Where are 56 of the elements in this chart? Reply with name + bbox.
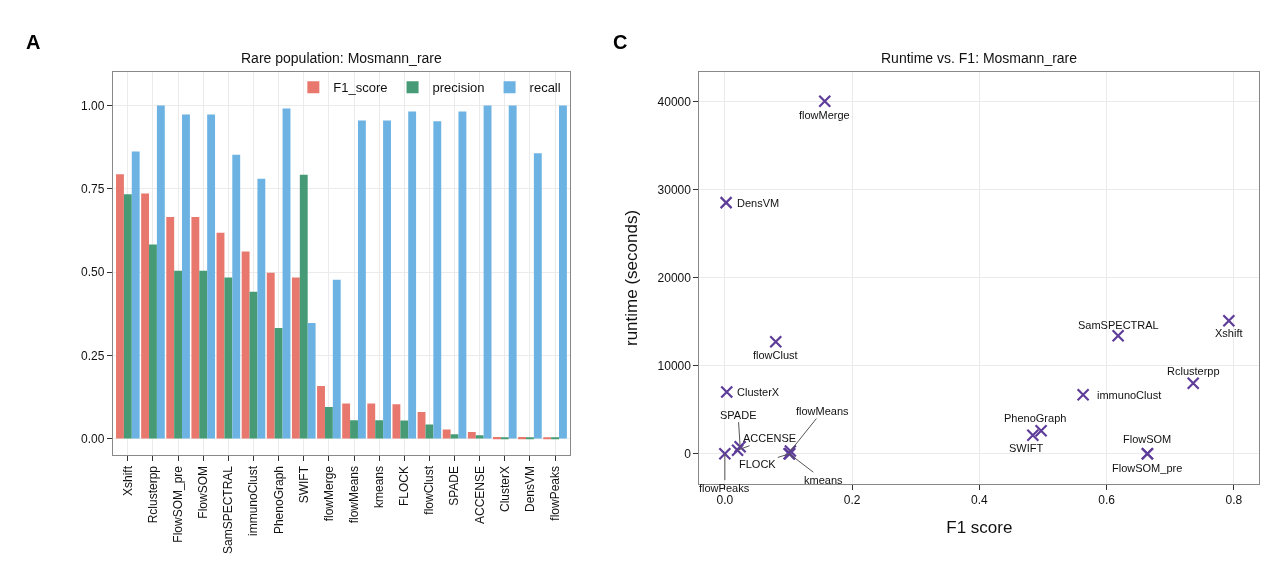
annotation: flowClust [753, 349, 798, 361]
y-tick-label: 0.75 [81, 182, 105, 197]
annotation: flowMeans [796, 405, 850, 417]
x-tick-label: SamSPECTRAL [221, 465, 236, 555]
y-tick-label: 0 [684, 446, 692, 461]
x-tick-label: 0.2 [843, 493, 861, 508]
y-axis-title: runtime (seconds) [622, 209, 642, 346]
legend-label: precision [432, 80, 485, 96]
y-tick-label: 0.50 [81, 265, 105, 280]
x-tick-label: 0.6 [1098, 493, 1116, 508]
annotation: FlowSOM [1123, 433, 1172, 445]
x-tick-label: flowClust [422, 465, 437, 515]
annotation: immunoClust [1097, 389, 1162, 401]
x-tick-label: flowPeaks [547, 466, 562, 521]
x-tick-label: FLOCK [397, 466, 412, 507]
text: A [26, 31, 41, 53]
annotation: PhenoGraph [1004, 412, 1067, 424]
x-tick-label: Rclusterpp [145, 465, 160, 524]
x-tick-label: DensVM [522, 466, 537, 513]
y-tick-label: 20000 [657, 270, 692, 285]
annotation: Rclusterpp [1167, 365, 1220, 377]
x-tick-label: FlowSOM_pre [171, 465, 185, 543]
x-tick-label: ACCENSE [472, 466, 487, 525]
y-tick-label: 40000 [657, 94, 692, 109]
x-tick-label: 0.4 [971, 493, 989, 508]
y-tick-label: 0.00 [81, 431, 105, 446]
x-tick-label: flowMeans [346, 466, 361, 524]
text: C [613, 31, 628, 53]
x-tick-label: immunoClust [246, 465, 261, 537]
x-tick-label: ClusterX [497, 466, 512, 513]
annotation: ClusterX [737, 386, 780, 398]
x-tick-label: PhenoGraph [271, 466, 286, 535]
y-tick-label: 30000 [657, 182, 692, 197]
x-tick-label: FlowSOM [196, 466, 211, 519]
x-tick-label: Xshift [120, 465, 135, 497]
x-tick-label: SWIFT [296, 465, 311, 504]
annotation: DensVM [737, 197, 780, 209]
chart-title: Runtime vs. F1: Mosmann_rare [881, 50, 1078, 66]
x-axis-title: F1 score [946, 518, 1013, 538]
chart-title: Rare population: Mosmann_rare [241, 50, 442, 66]
legend-label: recall [529, 80, 561, 96]
y-tick-label: 1.00 [81, 98, 105, 113]
y-tick-label: 0.25 [81, 348, 105, 363]
x-tick-label: 0.0 [716, 493, 734, 508]
legend-label: F1_score [333, 80, 388, 96]
annotation: SPADE [720, 409, 757, 421]
annotation: SWIFT [1009, 442, 1044, 454]
x-tick-label: SPADE [447, 466, 462, 506]
x-tick-label: flowMerge [321, 465, 336, 522]
annotation: flowMerge [799, 109, 850, 121]
y-tick-label: 10000 [657, 358, 692, 373]
annotation: Xshift [1215, 327, 1243, 339]
x-tick-label: kmeans [372, 466, 387, 509]
x-tick-label: 0.8 [1225, 493, 1243, 508]
annotation: ACCENSE [743, 432, 797, 444]
annotation: SamSPECTRAL [1078, 319, 1159, 331]
